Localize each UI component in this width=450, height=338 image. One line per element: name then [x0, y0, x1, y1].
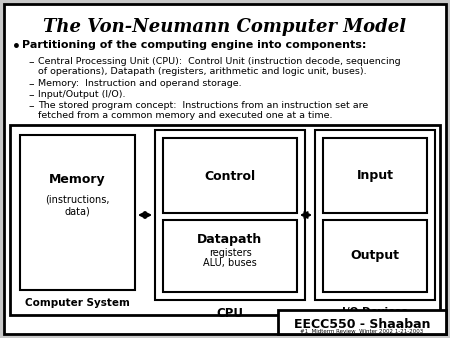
- Text: #1  Midterm Review  Winter 2002 1-21-2003: #1 Midterm Review Winter 2002 1-21-2003: [301, 329, 423, 334]
- Text: Input: Input: [356, 169, 393, 183]
- Text: data): data): [64, 206, 90, 216]
- Bar: [323, 138, 427, 213]
- Text: Control: Control: [204, 169, 256, 183]
- Text: I/O Devices: I/O Devices: [342, 307, 408, 317]
- Text: registers: registers: [209, 248, 252, 258]
- Text: fetched from a common memory and executed one at a time.: fetched from a common memory and execute…: [38, 111, 333, 120]
- Text: –: –: [28, 79, 34, 89]
- Text: of operations), Datapath (registers, arithmetic and logic unit, buses).: of operations), Datapath (registers, ari…: [38, 67, 367, 76]
- Text: The stored program concept:  Instructions from an instruction set are: The stored program concept: Instructions…: [38, 101, 368, 110]
- Text: The Von-Neumann Computer Model: The Von-Neumann Computer Model: [44, 18, 406, 36]
- Text: Memory: Memory: [49, 173, 105, 187]
- Bar: [155, 130, 305, 300]
- Bar: [163, 138, 297, 213]
- Text: –: –: [28, 90, 34, 100]
- Text: •: •: [12, 40, 21, 54]
- Bar: [163, 220, 297, 292]
- Text: CPU: CPU: [216, 307, 243, 320]
- Text: –: –: [28, 57, 34, 67]
- Bar: [20, 135, 135, 290]
- Text: ALU, buses: ALU, buses: [203, 258, 257, 268]
- Text: Datapath: Datapath: [198, 234, 263, 246]
- Bar: [10, 125, 440, 315]
- Text: Output: Output: [351, 249, 400, 263]
- Text: Input/Output (I/O).: Input/Output (I/O).: [38, 90, 126, 99]
- Text: Central Processing Unit (CPU):  Control Unit (instruction decode, sequencing: Central Processing Unit (CPU): Control U…: [38, 57, 401, 66]
- Bar: [278, 310, 446, 334]
- Text: Partitioning of the computing engine into components:: Partitioning of the computing engine int…: [22, 40, 366, 50]
- Text: Memory:  Instruction and operand storage.: Memory: Instruction and operand storage.: [38, 79, 242, 88]
- Text: Computer System: Computer System: [25, 298, 130, 308]
- Bar: [315, 130, 435, 300]
- Text: –: –: [28, 101, 34, 111]
- Bar: [323, 220, 427, 292]
- Text: EECC550 - Shaaban: EECC550 - Shaaban: [294, 318, 430, 331]
- Text: (instructions,: (instructions,: [45, 195, 109, 205]
